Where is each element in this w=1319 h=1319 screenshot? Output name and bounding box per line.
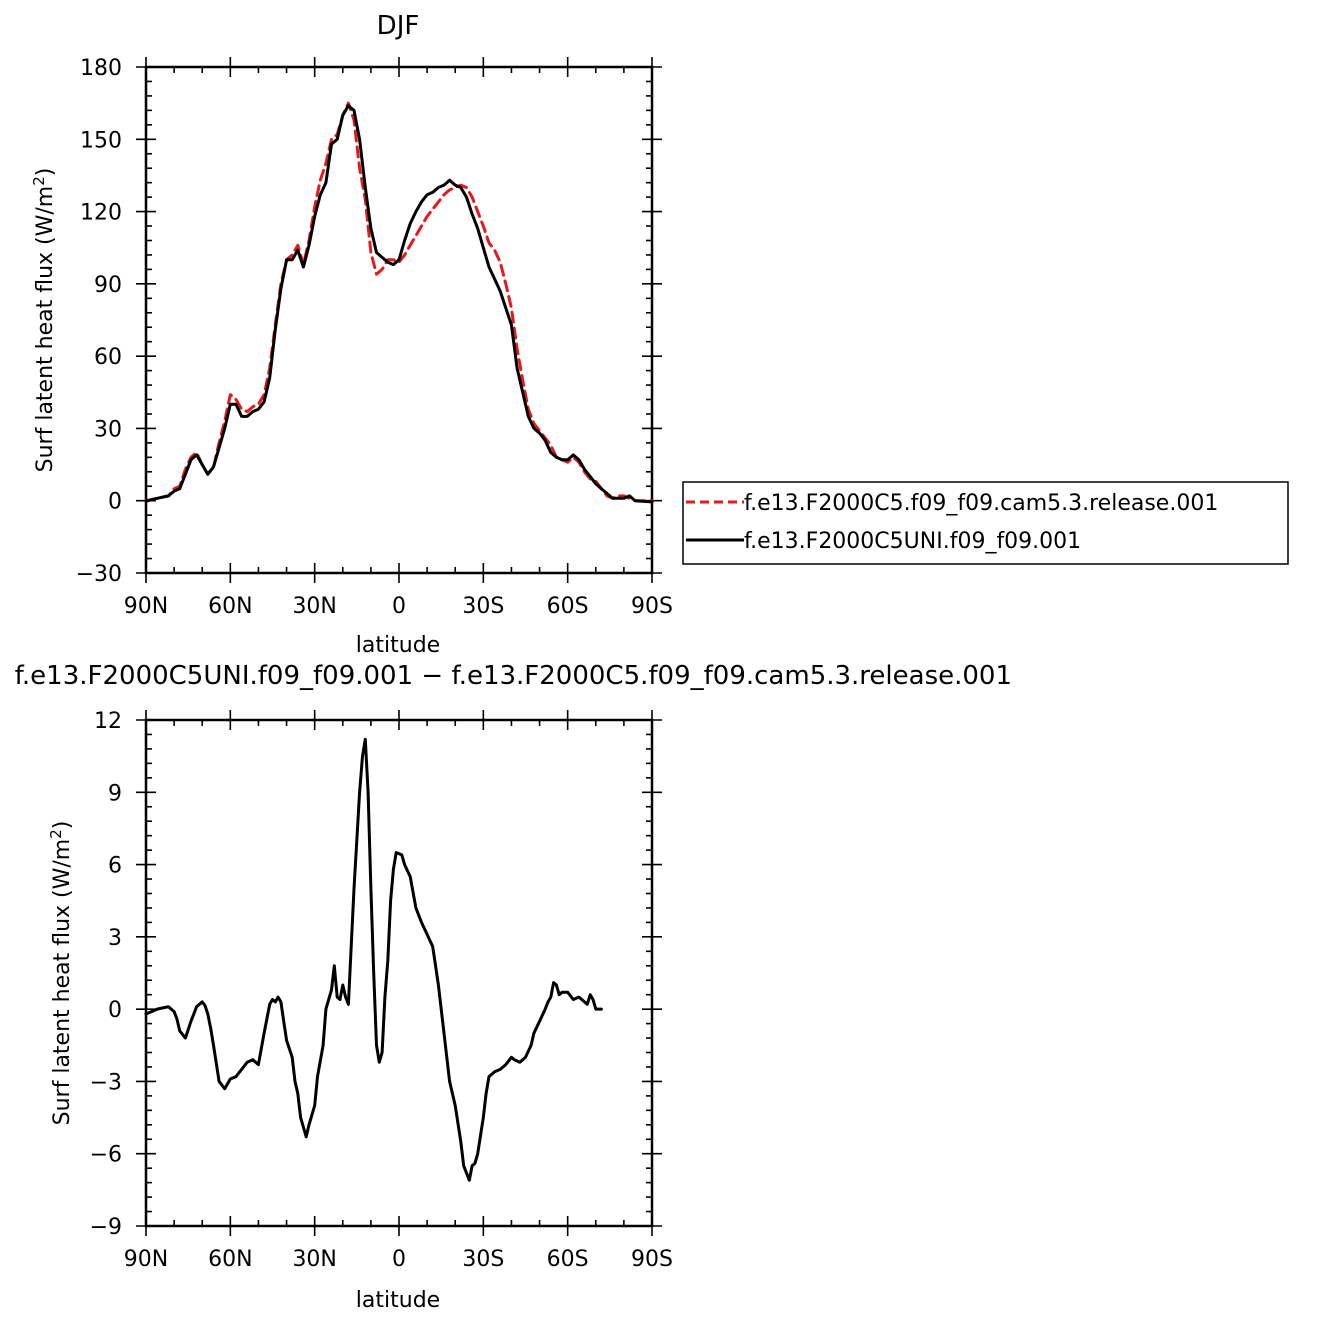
legend: f.e13.F2000C5.f09_f09.cam5.3.release.001… — [682, 481, 1289, 565]
y-tick-label: 150 — [80, 128, 122, 153]
plot-frame — [144, 718, 654, 1228]
chart-difference: f.e13.F2000C5UNI.f09_f09.001 − f.e13.F20… — [15, 661, 1012, 1313]
y-tick-label: −6 — [90, 1143, 122, 1168]
x-tick-label: 0 — [392, 1247, 406, 1272]
plot-area: −9 −6 −3 0 3 6 9 12 90N 60N 30N 0 30S 60S 90S — [90, 709, 673, 1272]
plot-frame — [144, 65, 654, 575]
x-axis-label: latitude — [356, 1288, 440, 1313]
x-tick-label: 60N — [208, 594, 252, 619]
x-tick-label: 0 — [392, 594, 406, 619]
x-tick-label: 30S — [462, 1247, 504, 1272]
x-tick-label: 30S — [462, 594, 504, 619]
y-tick-label: 0 — [108, 490, 122, 515]
x-tick-label: 90N — [124, 1247, 168, 1272]
y-tick-labels: −9 −6 −3 0 3 6 9 12 — [90, 709, 122, 1240]
series-line-1 — [144, 737, 603, 1182]
x-tick-label: 60S — [547, 1247, 589, 1272]
x-tick-label: 90S — [631, 1247, 673, 1272]
y-tick-label: 60 — [94, 345, 122, 370]
series-line-2 — [144, 104, 654, 504]
chart-title: DJF — [377, 11, 420, 41]
x-tick-label: 60S — [547, 594, 589, 619]
y-tick-label: 90 — [94, 273, 122, 298]
legend-label-control: f.e13.F2000C5.f09_f09.cam5.3.release.001 — [744, 491, 1218, 516]
y-tick-label: −3 — [90, 1070, 122, 1095]
y-tick-label: 180 — [80, 56, 122, 81]
x-tick-label: 60N — [208, 1247, 252, 1272]
x-tick-labels: 90N 60N 30N 0 30S 60S 90S — [124, 594, 673, 619]
y-tick-label: 6 — [108, 854, 122, 879]
x-tick-label: 90S — [631, 594, 673, 619]
y-tick-label: 12 — [94, 709, 122, 734]
y-tick-label: −9 — [90, 1215, 122, 1240]
tick-marks — [136, 710, 662, 1236]
plot-area: −30 0 30 60 90 120 150 180 90N 60N 30N 0 30S 60S 90S — [76, 56, 673, 619]
y-tick-label: −30 — [76, 562, 122, 587]
y-tick-label: 9 — [108, 781, 122, 806]
x-tick-label: 90N — [124, 594, 168, 619]
y-tick-label: 120 — [80, 201, 122, 226]
x-tick-labels: 90N 60N 30N 0 30S 60S 90S — [124, 1247, 673, 1272]
y-tick-label: 0 — [108, 998, 122, 1023]
series-lines — [144, 101, 654, 504]
chart-djf: DJF −30 0 30 60 90 120 150 180 90N 60N 30N 0 30S 60S… — [30, 11, 1289, 658]
series-lines — [144, 737, 603, 1182]
legend-label-uni: f.e13.F2000C5UNI.f09_f09.001 — [744, 529, 1081, 554]
legend-box — [682, 481, 1289, 565]
y-axis-label: Surf latent heat flux (W/m2) — [47, 821, 75, 1126]
y-tick-label: 30 — [94, 417, 122, 442]
tick-marks — [136, 57, 662, 583]
chart-title: f.e13.F2000C5UNI.f09_f09.001 − f.e13.F20… — [15, 661, 1012, 691]
y-tick-labels: −30 0 30 60 90 120 150 180 — [76, 56, 122, 587]
x-axis-label: latitude — [356, 633, 440, 658]
x-tick-label: 30N — [292, 594, 336, 619]
y-axis-label: Surf latent heat flux (W/m2) — [30, 168, 58, 473]
y-tick-label: 3 — [108, 926, 122, 951]
x-tick-label: 30N — [292, 1247, 336, 1272]
